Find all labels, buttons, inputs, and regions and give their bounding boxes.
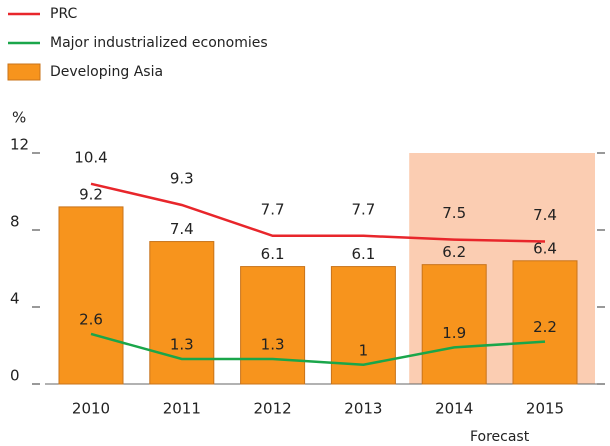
bar (149, 241, 215, 385)
y-tick-label: 4 (10, 290, 20, 308)
line (90, 332, 546, 367)
x-tick-label: 2012 (254, 400, 292, 418)
legend-label: Major industrialized economies (50, 35, 268, 51)
legend-label: Developing Asia (50, 64, 163, 80)
line-label: 1.3 (261, 335, 285, 353)
line-label: 7.5 (442, 204, 466, 222)
bar-label: 6.2 (442, 243, 466, 261)
bar-label: 6.4 (533, 239, 557, 257)
line-label: 1 (359, 341, 369, 359)
bar (421, 264, 487, 385)
x-tick-label: 2013 (344, 400, 382, 418)
line-label: 2.6 (79, 310, 103, 328)
bar (58, 206, 124, 385)
legend-label: PRC (50, 6, 77, 22)
forecast-label: Forecast (470, 429, 530, 445)
bar (512, 260, 578, 385)
line-label: 7.4 (533, 206, 557, 224)
x-tick-label: 2010 (72, 400, 110, 418)
line-label: 1.9 (442, 324, 466, 342)
bar-label: 6.1 (351, 245, 375, 263)
y-tick-label: 12 (10, 136, 29, 154)
line-label: 7.7 (351, 200, 375, 218)
legend-swatch (7, 63, 41, 81)
line (90, 182, 546, 243)
y-tick-label: 8 (10, 213, 20, 231)
bar (240, 266, 306, 385)
x-tick-label: 2011 (163, 400, 201, 418)
line-label: 7.7 (261, 200, 285, 218)
line-label: 2.2 (533, 318, 557, 336)
line-label: 9.3 (170, 169, 194, 187)
bar-label: 9.2 (79, 185, 103, 203)
line-label: 10.4 (74, 148, 107, 166)
y-axis-label: % (12, 109, 26, 127)
line-label: 1.3 (170, 335, 194, 353)
bar-label: 7.4 (170, 220, 194, 238)
x-tick-label: 2014 (435, 400, 473, 418)
bar (330, 266, 396, 385)
bar-label: 6.1 (261, 245, 285, 263)
x-tick-label: 2015 (526, 400, 564, 418)
y-tick-label: 0 (10, 367, 20, 385)
